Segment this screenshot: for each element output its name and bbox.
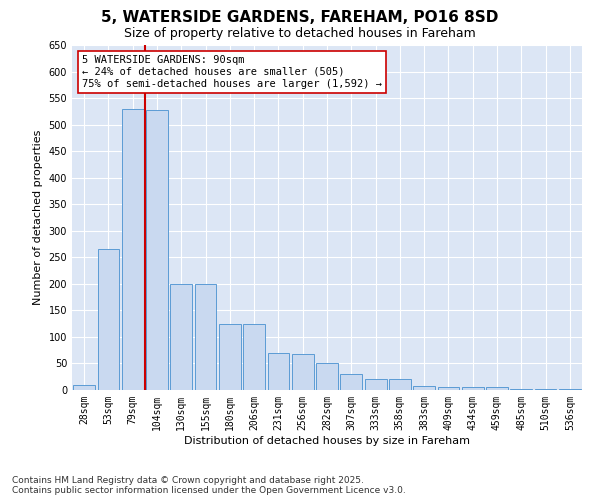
Bar [486, 388, 508, 390]
Text: 5 WATERSIDE GARDENS: 90sqm
← 24% of detached houses are smaller (505)
75% of sem: 5 WATERSIDE GARDENS: 90sqm ← 24% of deta… [82, 56, 382, 88]
Bar [243, 324, 265, 390]
Bar [511, 389, 532, 390]
Bar [146, 110, 168, 390]
Bar [462, 388, 484, 390]
Bar [292, 354, 314, 390]
Bar [413, 386, 435, 390]
Bar [340, 374, 362, 390]
X-axis label: Distribution of detached houses by size in Fareham: Distribution of detached houses by size … [184, 436, 470, 446]
Text: Contains HM Land Registry data © Crown copyright and database right 2025.
Contai: Contains HM Land Registry data © Crown c… [12, 476, 406, 495]
Text: 5, WATERSIDE GARDENS, FAREHAM, PO16 8SD: 5, WATERSIDE GARDENS, FAREHAM, PO16 8SD [101, 10, 499, 25]
Y-axis label: Number of detached properties: Number of detached properties [33, 130, 43, 305]
Bar [194, 284, 217, 390]
Bar [316, 364, 338, 390]
Text: Size of property relative to detached houses in Fareham: Size of property relative to detached ho… [124, 28, 476, 40]
Bar [437, 388, 460, 390]
Bar [268, 353, 289, 390]
Bar [73, 384, 95, 390]
Bar [219, 324, 241, 390]
Bar [97, 250, 119, 390]
Bar [535, 389, 556, 390]
Bar [170, 284, 192, 390]
Bar [389, 380, 411, 390]
Bar [559, 389, 581, 390]
Bar [122, 108, 143, 390]
Bar [365, 380, 386, 390]
